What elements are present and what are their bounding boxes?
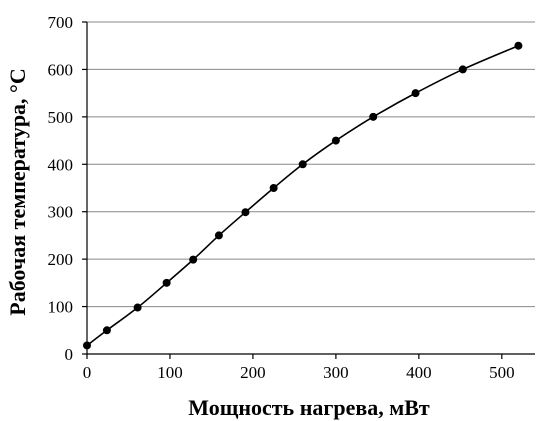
series-layer: [83, 41, 523, 350]
axes: [86, 22, 535, 355]
y-axis-title: Рабочая температура, °С: [5, 68, 30, 316]
x-tick-label: 400: [406, 363, 432, 382]
data-point: [102, 326, 111, 335]
x-tick-label: 300: [323, 363, 349, 382]
x-axis-title: Мощность нагрева, мВт: [188, 395, 430, 420]
y-tick-label: 0: [65, 345, 74, 364]
x-tick-labels: 0 100 200 300 400 500: [83, 354, 515, 382]
y-tick-label: 400: [48, 155, 74, 174]
data-point: [189, 255, 198, 264]
data-point: [411, 89, 420, 98]
data-point: [133, 303, 142, 312]
y-tick-label: 600: [48, 60, 74, 79]
data-point: [514, 41, 523, 50]
y-tick-labels: 0 100 200 300 400 500 600 700: [48, 13, 87, 364]
data-point: [298, 160, 307, 169]
data-point: [331, 136, 340, 145]
grid-lines: [87, 21, 535, 308]
data-point: [369, 112, 378, 121]
data-point: [162, 278, 171, 287]
data-point: [214, 231, 223, 240]
x-tick-label: 100: [157, 363, 183, 382]
data-point: [458, 65, 467, 74]
series-line: [86, 44, 519, 347]
x-tick-label: 200: [240, 363, 266, 382]
y-tick-label: 100: [48, 298, 74, 317]
x-tick-label: 0: [83, 363, 92, 382]
y-tick-label: 700: [48, 13, 74, 32]
y-tick-label: 500: [48, 108, 74, 127]
x-tick-label: 500: [489, 363, 515, 382]
y-tick-label: 300: [48, 203, 74, 222]
data-point: [269, 184, 278, 192]
data-point: [83, 341, 91, 350]
y-tick-label: 200: [48, 250, 74, 269]
data-point: [241, 208, 250, 217]
